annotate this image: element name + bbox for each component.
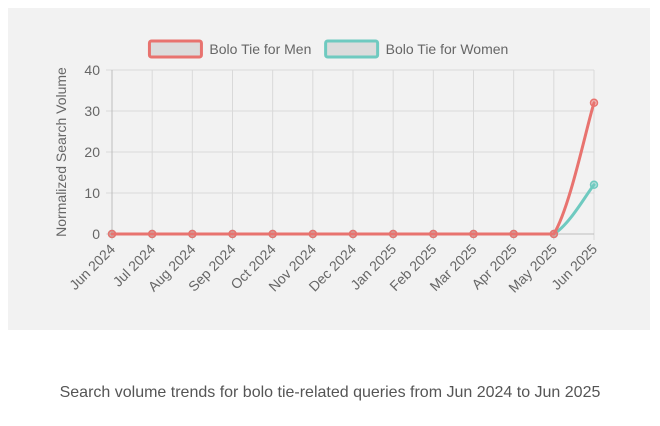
legend-layer: Bolo Tie for Men Bolo Tie for Women (147, 39, 509, 59)
data-point-bolo-tie-for-women (589, 180, 599, 190)
data-point-bolo-tie-for-men (228, 229, 237, 239)
legend-swatch-bolo-tie-for-men (147, 39, 203, 59)
data-point-bolo-tie-for-men (509, 229, 518, 239)
data-point-bolo-tie-for-men (147, 229, 157, 239)
data-point-bolo-tie-for-men (308, 229, 318, 239)
chart-panel: 0 10 20 30 40 Jun 2024 Jul 2024 Aug 2024 Sep 202… (8, 8, 650, 330)
data-point-bolo-tie-for-men (589, 98, 599, 108)
data-point-bolo-tie-for-men (348, 229, 358, 239)
data-point-bolo-tie-for-men (188, 229, 197, 239)
data-point-bolo-tie-for-men (549, 229, 559, 239)
data-point-bolo-tie-for-men (388, 229, 398, 239)
data-point-bolo-tie-for-men (268, 229, 277, 239)
chart-caption: Search volume trends for bolo tie-relate… (59, 384, 601, 401)
y-tick-label: 20 (84, 144, 100, 160)
y-tick-label: 40 (84, 62, 100, 78)
series-line-bolo-tie-for-men (110, 101, 596, 236)
data-point-bolo-tie-for-men (107, 229, 117, 239)
data-point-bolo-tie-for-men (469, 229, 478, 239)
data-point-bolo-tie-for-men (429, 229, 438, 239)
y-axis-title: Normalized Search Volume (53, 67, 69, 237)
grid-layer (106, 69, 595, 240)
y-tick-label: 10 (84, 185, 100, 201)
legend-label-bolo-tie-for-men: Bolo Tie for Men (209, 41, 311, 57)
y-tick-label: 0 (92, 226, 100, 242)
legend-label-bolo-tie-for-women: Bolo Tie for Women (386, 41, 509, 57)
legend-swatch-bolo-tie-for-women (324, 39, 380, 59)
y-tick-label: 30 (84, 103, 100, 119)
x-tick-label: Jun 2024 (66, 241, 118, 293)
series-layer (107, 98, 599, 239)
